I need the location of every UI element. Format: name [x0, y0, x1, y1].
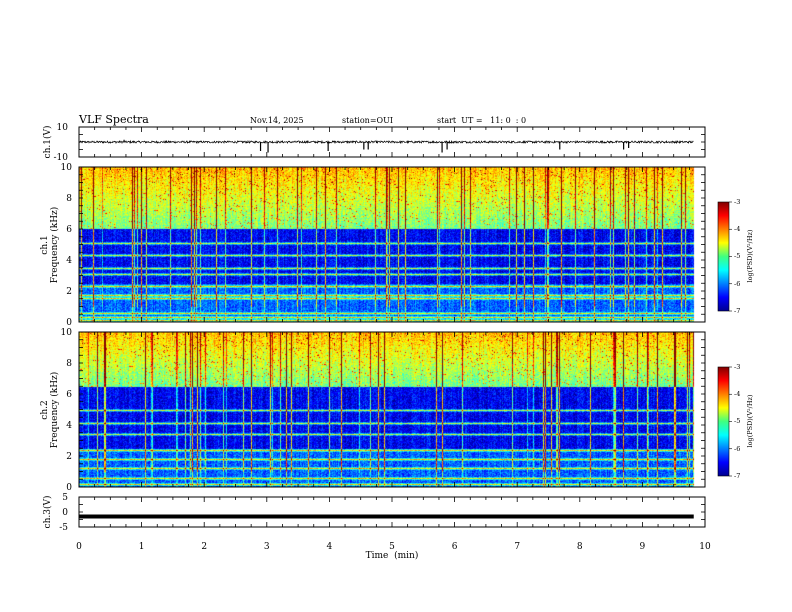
xtick-9: 9 — [640, 542, 646, 552]
ch1-ytick-bottom: -10 — [54, 153, 69, 163]
ch1-spectrogram-image — [79, 167, 705, 322]
ch3-ytick-m5: -5 — [59, 523, 68, 533]
start-ut-label: start UT = 11: 0 : 0 — [437, 116, 526, 125]
cb2-tick-m6: -6 — [734, 445, 740, 453]
ch3-ytick-5: 5 — [62, 493, 68, 503]
ch3-ylabel: ch.3(V) — [42, 496, 53, 529]
cb2-tick-m5: -5 — [734, 417, 740, 425]
cb1-tick-m5: -5 — [734, 252, 740, 260]
ch3-trace-ticks — [78, 496, 706, 528]
ch2-colorbar-ticks — [729, 366, 732, 477]
spec1-ytick-4: 4 — [66, 256, 72, 266]
cb2-tick-m4: -4 — [734, 390, 740, 398]
ch2-spectrogram-ticks — [78, 331, 706, 488]
ch1-spectrogram-ylabel-frequency: Frequency (kHz) — [49, 207, 60, 284]
ch2-spectrogram-ylabel-frequency: Frequency (kHz) — [49, 372, 60, 449]
spec1-ytick-8: 8 — [66, 194, 72, 204]
xtick-5: 5 — [389, 542, 395, 552]
ch1-colorbar-label: log(PSD)(V²/Hz) — [746, 229, 754, 282]
ch2-spectrogram-panel: 10 8 6 4 2 0 ch.2 Frequency (kHz) — [40, 328, 706, 493]
xtick-0: 0 — [76, 542, 82, 552]
spec1-ytick-2: 2 — [66, 287, 72, 297]
xtick-1: 1 — [139, 542, 145, 552]
spec1-ytick-10: 10 — [61, 163, 73, 173]
ch1-colorbar-gradient — [717, 201, 730, 312]
ch2-colorbar: -3 -4 -5 -6 -7 log(PSD)(V²/Hz) — [717, 363, 754, 480]
xtick-3: 3 — [264, 542, 270, 552]
spec2-ytick-0: 0 — [66, 483, 72, 493]
x-axis-label: Time (min) — [366, 550, 419, 561]
date-label: Nov.14, 2025 — [250, 116, 304, 125]
spec2-ytick-10: 10 — [61, 328, 73, 338]
ch3-trace-panel: 5 0 -5 ch.3(V) 0 1 2 3 4 5 6 7 8 9 10 Ti… — [42, 493, 711, 561]
spec1-ytick-6: 6 — [66, 225, 72, 235]
ch2-spectrogram-yticklabels: 10 8 6 4 2 0 — [61, 328, 73, 493]
cb1-tick-m6: -6 — [734, 280, 740, 288]
station-label: station=OUI — [342, 116, 393, 125]
ch2-colorbar-label: log(PSD)(V²/Hz) — [746, 394, 754, 447]
cb1-tick-m4: -4 — [734, 225, 740, 233]
xtick-2: 2 — [201, 542, 207, 552]
cb1-tick-m3: -3 — [734, 198, 740, 206]
ch3-ytick-0: 0 — [62, 508, 68, 518]
ch1-waveform-panel: 10 -10 ch.1(V) — [42, 123, 706, 163]
spec2-ytick-8: 8 — [66, 359, 72, 369]
xtick-6: 6 — [452, 542, 458, 552]
x-tick-labels: 0 1 2 3 4 5 6 7 8 9 10 — [76, 542, 711, 552]
xtick-7: 7 — [514, 542, 520, 552]
spec1-ytick-0: 0 — [66, 318, 72, 328]
ch1-spikes — [123, 139, 630, 153]
ch1-colorbar: -3 -4 -5 -6 -7 log(PSD)(V²/Hz) — [717, 198, 754, 315]
ch2-colorbar-gradient — [717, 366, 730, 477]
cb2-tick-m7: -7 — [734, 472, 740, 480]
ch1-spectrogram-yticklabels: 10 8 6 4 2 0 — [61, 163, 73, 328]
ch1-waveform-ticks — [78, 126, 706, 158]
cb2-tick-m3: -3 — [734, 363, 740, 371]
ch1-spectrogram-ticks — [78, 166, 706, 323]
ch1-waveform-trace — [78, 139, 694, 145]
cb1-tick-m7: -7 — [734, 307, 740, 315]
xtick-4: 4 — [327, 542, 333, 552]
spec2-ytick-4: 4 — [66, 421, 72, 431]
figure-title: VLF Spectra — [78, 113, 149, 126]
ch3-trace-line — [79, 514, 694, 519]
xtick-8: 8 — [577, 542, 583, 552]
ch1-spectrogram-panel: 10 8 6 4 2 0 ch.1 Frequency (kHz) — [40, 163, 706, 328]
ch1-colorbar-ticks — [729, 201, 732, 312]
ch1-spectrogram-ylabel-channel: ch.1 — [40, 235, 50, 254]
ch2-spectrogram-ylabel-channel: ch.2 — [40, 400, 50, 419]
ch2-spectrogram-image — [79, 332, 705, 487]
spec2-ytick-2: 2 — [66, 452, 72, 462]
xtick-10: 10 — [699, 542, 711, 552]
ch1-ylabel: ch.1(V) — [42, 126, 53, 159]
ch1-ytick-top: 10 — [57, 123, 69, 133]
spec2-ytick-6: 6 — [66, 390, 72, 400]
